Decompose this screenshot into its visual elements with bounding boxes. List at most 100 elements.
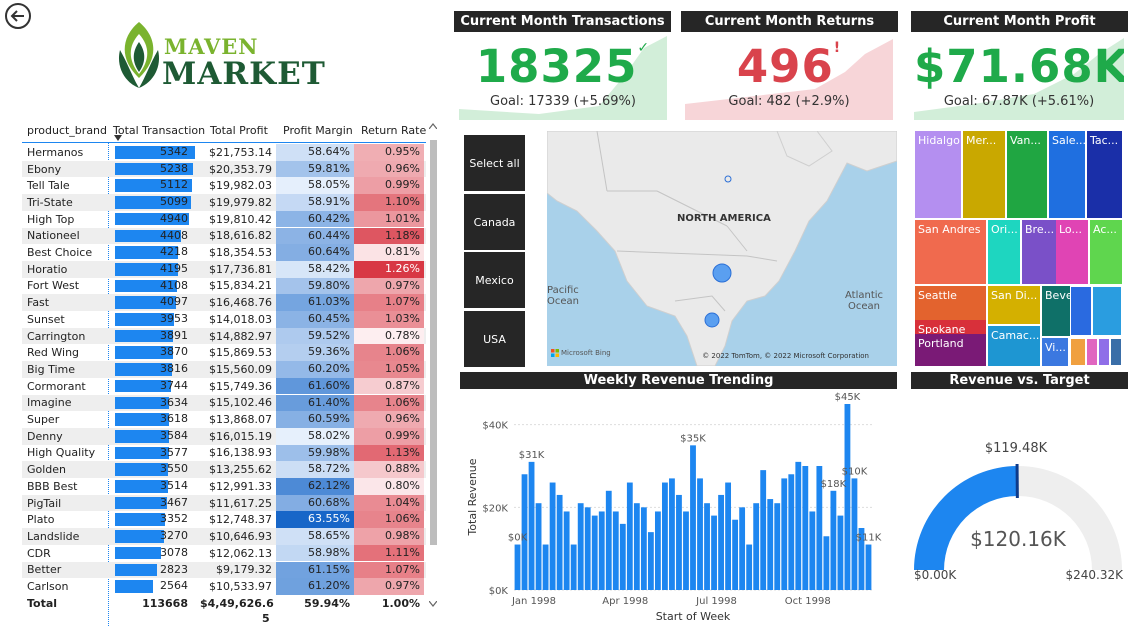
treemap-cell-small[interactable] xyxy=(1110,338,1122,366)
treemap-cell[interactable]: Bre... xyxy=(1022,220,1056,284)
scroll-down-icon[interactable] xyxy=(429,601,437,607)
table-row[interactable]: Hermanos 5342 $21,753.14 58.64% 0.95% xyxy=(22,144,426,161)
cell-transactions: 3550 xyxy=(112,461,200,478)
table-row[interactable]: Plato 3352 $12,748.37 63.55% 1.06% xyxy=(22,511,426,529)
cell-transactions: 3744 xyxy=(112,378,200,395)
revenue-bar xyxy=(725,482,732,590)
table-row[interactable]: Red Wing 3870 $15,869.53 59.36% 1.06% xyxy=(22,344,426,362)
header-total-profit[interactable]: Total Profit xyxy=(210,123,268,137)
total-label: Total xyxy=(27,596,58,610)
weekly-revenue-chart[interactable]: $0K $20K $40K $0K $31K $35K $18K $45K $10K $11K Ja… xyxy=(460,392,897,632)
cell-return-rate: 1.26% xyxy=(354,260,424,278)
cell-transactions: 3577 xyxy=(112,445,200,462)
table-row[interactable]: Imagine 3634 $15,102.46 61.40% 1.06% xyxy=(22,394,426,412)
table-row[interactable]: Fort West 4108 $15,834.21 59.80% 0.97% xyxy=(22,277,426,295)
cell-brand: Ebony xyxy=(27,162,62,176)
table-row[interactable]: Nationeel 4408 $18,616.82 60.44% 1.18% xyxy=(22,227,426,245)
table-row[interactable]: Golden 3550 $13,255.62 58.72% 0.88% xyxy=(22,461,426,478)
table-row[interactable]: Super 3618 $13,868.07 60.59% 0.96% xyxy=(22,411,426,428)
header-profit-margin[interactable]: Profit Margin xyxy=(283,123,353,137)
treemap-cell-small[interactable] xyxy=(1092,286,1122,336)
treemap-cell-small[interactable] xyxy=(1070,286,1092,336)
table-row[interactable]: High Top 4940 $19,810.42 60.42% 1.01% xyxy=(22,210,426,228)
transaction-value: 4940 xyxy=(160,211,188,225)
cell-brand: Fast xyxy=(27,296,50,310)
revenue-bar xyxy=(704,503,710,590)
treemap-cell[interactable]: Ori... xyxy=(988,220,1020,284)
transaction-value: 4408 xyxy=(160,228,188,242)
transaction-value: 3270 xyxy=(160,529,188,543)
transaction-bar xyxy=(115,229,181,243)
x-tick-label: Apr 1998 xyxy=(602,596,648,607)
treemap-cell[interactable]: Mer... xyxy=(963,131,1005,218)
table-row[interactable]: BBB Best 3514 $12,991.33 62.12% 0.80% xyxy=(22,478,426,495)
kpi-profit-number: $71.68K xyxy=(914,40,1124,93)
treemap-cell[interactable]: Ac... xyxy=(1090,220,1122,284)
cell-brand: Imagine xyxy=(27,396,72,410)
table-row[interactable]: Better 2823 $9,179.32 61.15% 1.07% xyxy=(22,561,426,579)
table-row[interactable]: Ebony 5238 $20,353.79 59.81% 0.96% xyxy=(22,160,426,178)
kpi-profit-goal: Goal: 67.87K (+5.61%) xyxy=(943,94,1095,109)
treemap-label: Hidalgo xyxy=(918,134,960,147)
cell-margin: 63.55% xyxy=(276,511,354,529)
treemap-cell[interactable]: Camac... xyxy=(988,326,1040,366)
treemap-cell[interactable]: San Di... xyxy=(988,286,1040,324)
transaction-bar xyxy=(115,162,194,176)
cell-return-rate: 1.04% xyxy=(354,494,424,512)
slicer-select-all[interactable]: Select all xyxy=(464,135,525,191)
cell-transactions: 5342 xyxy=(112,144,200,161)
treemap-cell[interactable]: Seattle xyxy=(915,286,986,320)
slicer-canada[interactable]: Canada xyxy=(464,194,525,250)
revenue-gauge[interactable]: $120.16K $119.48K $0.00K $240.32K xyxy=(907,392,1132,592)
header-return-rate[interactable]: Return Rate xyxy=(361,123,427,137)
treemap-cell[interactable]: Tac... xyxy=(1087,131,1122,218)
table-row[interactable]: Tell Tale 5112 $19,982.03 58.05% 0.99% xyxy=(22,177,426,195)
header-total-transaction[interactable]: Total Transaction xyxy=(113,123,206,137)
city-treemap[interactable]: Hidalgo Mer... Van... Sale... Tac... San Andr… xyxy=(915,131,1122,366)
table-row[interactable]: PigTail 3467 $11,617.25 60.68% 1.04% xyxy=(22,494,426,512)
cell-return-rate: 0.96% xyxy=(354,160,424,178)
table-row[interactable]: Best Choice 4218 $18,354.53 60.64% 0.81% xyxy=(22,244,426,261)
table-row[interactable]: Big Time 3816 $15,560.09 60.20% 1.05% xyxy=(22,361,426,378)
treemap-cell[interactable]: San Andres xyxy=(915,220,986,284)
revenue-bar xyxy=(669,478,675,590)
treemap-cell-small[interactable] xyxy=(1070,338,1086,366)
slicer-usa[interactable]: USA xyxy=(464,311,525,367)
table-row[interactable]: Carrington 3891 $14,882.97 59.52% 0.78% xyxy=(22,327,426,345)
treemap-cell[interactable]: Van... xyxy=(1007,131,1047,218)
revenue-bar xyxy=(514,544,521,590)
revenue-bar xyxy=(563,511,570,590)
table-scrollbar[interactable] xyxy=(428,121,438,615)
table-row[interactable]: Cormorant 3744 $15,749.36 61.60% 0.87% xyxy=(22,377,426,395)
scroll-up-icon[interactable] xyxy=(429,123,437,129)
table-row[interactable]: Landslide 3270 $10,646.93 58.65% 0.98% xyxy=(22,528,426,545)
table-row[interactable]: Sunset 3953 $14,018.03 60.45% 1.03% xyxy=(22,311,426,328)
treemap-cell[interactable]: Vi... xyxy=(1042,338,1068,366)
slicer-mexico[interactable]: Mexico xyxy=(464,252,525,308)
back-button[interactable] xyxy=(5,3,31,29)
table-row[interactable]: CDR 3078 $12,062.13 58.98% 1.11% xyxy=(22,544,426,562)
treemap-cell[interactable]: Portland xyxy=(915,334,986,366)
gauge-max-label: $240.32K xyxy=(1066,568,1125,582)
map-panel[interactable]: NORTH AMERICA Pacific Ocean Atlantic Oce… xyxy=(547,131,897,366)
cell-return-rate: 0.95% xyxy=(354,144,424,161)
cell-brand: Better xyxy=(27,563,62,577)
kpi-returns-sparkline xyxy=(685,39,893,120)
table-row[interactable]: Denny 3584 $16,015.19 58.02% 0.99% xyxy=(22,427,426,445)
treemap-cell[interactable]: Hidalgo xyxy=(915,131,961,218)
transaction-value: 5099 xyxy=(160,195,188,209)
table-row[interactable]: Tri-State 5099 $19,979.82 58.91% 1.10% xyxy=(22,194,426,211)
table-row[interactable]: Horatio 4195 $17,736.81 58.42% 1.26% xyxy=(22,260,426,278)
table-row[interactable]: High Quality 3577 $16,138.93 59.98% 1.13% xyxy=(22,444,426,462)
treemap-cell-small[interactable] xyxy=(1086,338,1098,366)
table-scroll-thumb[interactable] xyxy=(430,140,437,545)
table-row[interactable]: Fast 4097 $16,468.76 61.03% 1.07% xyxy=(22,294,426,311)
treemap-cell-small[interactable] xyxy=(1098,338,1110,366)
cell-return-rate: 1.03% xyxy=(354,311,424,328)
header-product-brand[interactable]: product_brand xyxy=(27,123,108,137)
treemap-cell[interactable]: Sale... xyxy=(1049,131,1085,218)
treemap-cell[interactable]: Lo... xyxy=(1056,220,1088,284)
cell-transactions: 3618 xyxy=(112,411,200,428)
cell-margin: 58.05% xyxy=(276,177,354,195)
table-row[interactable]: Carlson 2564 $10,533.97 61.20% 0.97% xyxy=(22,578,426,595)
